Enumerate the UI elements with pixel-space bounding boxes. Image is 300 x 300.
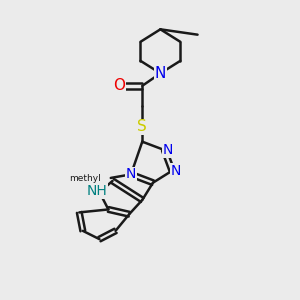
Text: S: S bbox=[137, 119, 147, 134]
Text: O: O bbox=[113, 78, 125, 93]
Text: methyl: methyl bbox=[69, 174, 101, 183]
Text: N: N bbox=[171, 164, 181, 178]
Text: NH: NH bbox=[87, 184, 107, 198]
Text: N: N bbox=[163, 143, 173, 157]
Text: N: N bbox=[155, 66, 166, 81]
Text: N: N bbox=[126, 167, 136, 182]
